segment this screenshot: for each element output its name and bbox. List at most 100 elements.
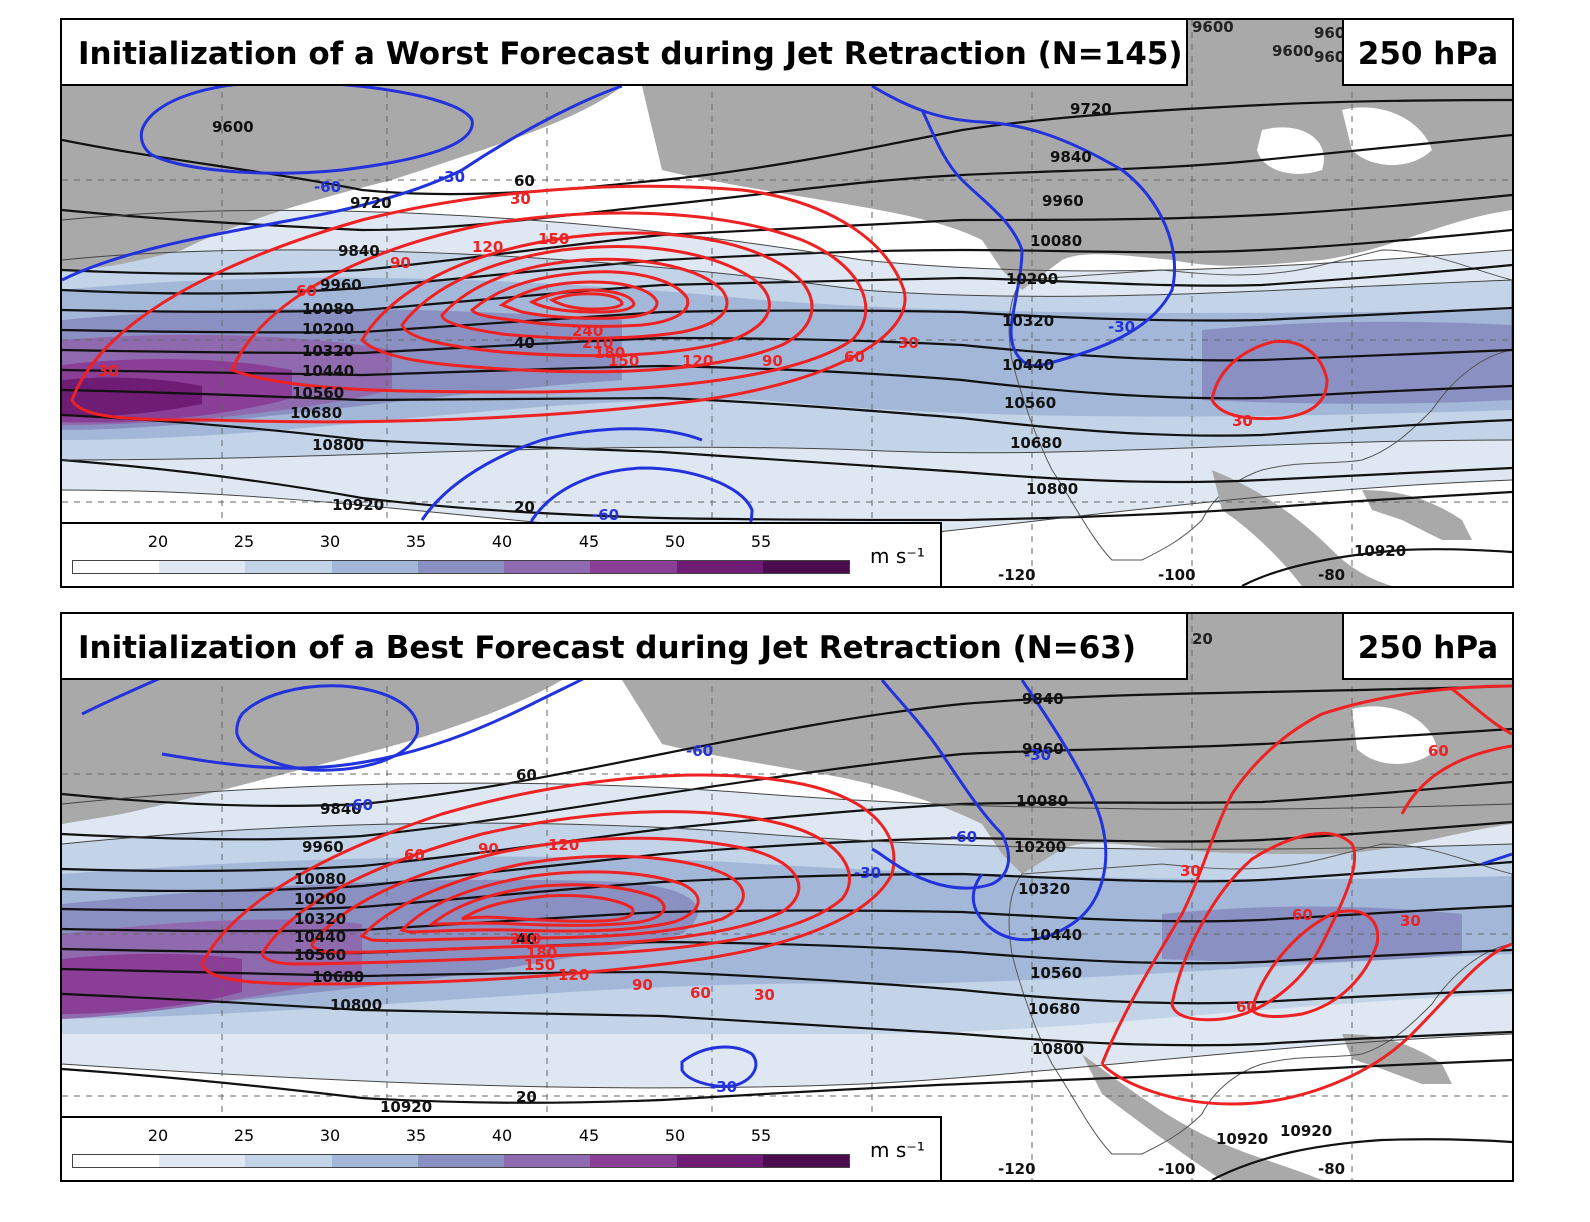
legend-swatch xyxy=(417,561,505,573)
height-label: 10800 xyxy=(330,996,382,1014)
height-label: 10440 xyxy=(294,928,346,946)
positive-anomaly-label: 30 xyxy=(1400,912,1421,930)
height-label: 9840 xyxy=(1050,148,1092,166)
legend-tick: 40 xyxy=(491,1126,513,1145)
height-label: 9960 xyxy=(1042,192,1084,210)
legend-swatch xyxy=(245,561,332,573)
legend-swatch xyxy=(73,561,160,573)
isotach-label: 20 xyxy=(516,1088,537,1106)
height-label: 10920 xyxy=(380,1098,432,1116)
longitude-label: -80 xyxy=(1318,1160,1345,1178)
map-panel-best: 9840 9840 9960 9960 10080 10080 10200 10… xyxy=(60,612,1514,1182)
positive-anomaly-label: 120 xyxy=(558,966,589,984)
map-canvas-best: 9840 9840 9960 9960 10080 10080 10200 10… xyxy=(62,614,1512,1180)
legend-tick: 35 xyxy=(405,532,427,551)
positive-anomaly-label: 30 xyxy=(1180,862,1201,880)
isotach-label: 40 xyxy=(516,930,537,948)
height-label: 10680 xyxy=(1028,1000,1080,1018)
legend-tick: 50 xyxy=(664,532,686,551)
positive-anomaly-label: 90 xyxy=(762,352,783,370)
longitude-label: -120 xyxy=(998,566,1036,584)
corner-label: 9600 xyxy=(1192,20,1234,36)
positive-anomaly-label: 30 xyxy=(510,190,531,208)
height-label: 10560 xyxy=(1030,964,1082,982)
positive-anomaly-label: 60 xyxy=(1236,998,1257,1016)
legend-tick: 25 xyxy=(233,532,255,551)
legend-swatch xyxy=(504,1155,591,1167)
negative-anomaly-label: -30 xyxy=(438,168,465,186)
height-label: 10320 xyxy=(1002,312,1054,330)
positive-anomaly-label: 90 xyxy=(632,976,653,994)
longitude-label: -100 xyxy=(1158,566,1196,584)
positive-anomaly-label: 120 xyxy=(682,352,713,370)
corner-label: 9600 xyxy=(1272,42,1314,60)
legend-colorbar xyxy=(72,560,850,574)
height-label: 10560 xyxy=(1004,394,1056,412)
positive-anomaly-label: 90 xyxy=(390,254,411,272)
height-label: 10680 xyxy=(312,968,364,986)
legend-tick: 20 xyxy=(147,532,169,551)
height-label: 9600 xyxy=(212,118,254,136)
height-label: 10440 xyxy=(302,362,354,380)
height-label: 10440 xyxy=(1002,356,1054,374)
negative-anomaly-label: -60 xyxy=(314,178,341,196)
legend-unit: m s⁻¹ xyxy=(870,544,925,568)
height-label: 10320 xyxy=(302,342,354,360)
color-legend: 20 25 30 35 40 45 50 55 m s⁻¹ xyxy=(62,522,942,586)
negative-anomaly-label: -60 xyxy=(592,506,619,524)
legend-swatch xyxy=(159,1155,246,1167)
pressure-level: 250 hPa xyxy=(1342,20,1512,86)
positive-anomaly-label: 210 xyxy=(510,930,541,948)
positive-anomaly-label: 60 xyxy=(844,348,865,366)
height-label: 10080 xyxy=(294,870,346,888)
height-label: 10200 xyxy=(1006,270,1058,288)
positive-anomaly-label: 60 xyxy=(296,282,317,300)
corner-label: 960 xyxy=(1314,24,1345,42)
legend-tick: 45 xyxy=(578,1126,600,1145)
positive-anomaly-label: 180 xyxy=(594,344,625,362)
height-label: 9840 xyxy=(320,800,362,818)
height-label: 10680 xyxy=(290,404,342,422)
longitude-label: -120 xyxy=(998,1160,1036,1178)
height-label: 9720 xyxy=(1070,100,1112,118)
legend-swatch xyxy=(245,1155,332,1167)
height-label: 10800 xyxy=(312,436,364,454)
legend-tick: 20 xyxy=(147,1126,169,1145)
positive-anomaly-label: 60 xyxy=(1428,742,1449,760)
negative-anomaly-label: -30 xyxy=(1108,318,1135,336)
height-label: 10320 xyxy=(1018,880,1070,898)
negative-anomaly-label: -60 xyxy=(950,828,977,846)
negative-anomaly-label: -60 xyxy=(686,742,713,760)
height-label: 10560 xyxy=(292,384,344,402)
height-label: 10200 xyxy=(1014,838,1066,856)
legend-swatch xyxy=(331,561,418,573)
legend-swatch xyxy=(676,1155,763,1167)
height-label: 10080 xyxy=(1030,232,1082,250)
longitude-label: -80 xyxy=(1318,566,1345,584)
legend-swatch xyxy=(762,561,849,573)
height-label: 10080 xyxy=(1016,792,1068,810)
legend-swatch xyxy=(762,1155,849,1167)
corner-label: 960 xyxy=(1314,48,1345,66)
isotach-label: 60 xyxy=(516,766,537,784)
panel-title: Initialization of a Best Forecast during… xyxy=(62,614,1188,680)
positive-anomaly-label: 60 xyxy=(690,984,711,1002)
positive-anomaly-label: 30 xyxy=(1232,412,1253,430)
legend-swatch xyxy=(331,1155,418,1167)
positive-anomaly-label: 120 xyxy=(548,836,579,854)
positive-anomaly-label: 180 xyxy=(526,944,557,962)
longitude-label: -100 xyxy=(1158,1160,1196,1178)
positive-anomaly-label: 30 xyxy=(754,986,775,1004)
height-label: 10080 xyxy=(302,300,354,318)
legend-tick: 35 xyxy=(405,1126,427,1145)
corner-label: 20 xyxy=(1192,630,1213,648)
height-label: 10320 xyxy=(294,910,346,928)
legend-unit: m s⁻¹ xyxy=(870,1138,925,1162)
legend-swatch xyxy=(417,1155,505,1167)
positive-anomaly-label: 240 xyxy=(572,322,603,340)
height-label: 10680 xyxy=(1010,434,1062,452)
positive-anomaly-label: 30 xyxy=(98,362,119,380)
legend-tick: 50 xyxy=(664,1126,686,1145)
height-label: 10920 xyxy=(332,496,384,514)
height-label: 9840 xyxy=(338,242,380,260)
